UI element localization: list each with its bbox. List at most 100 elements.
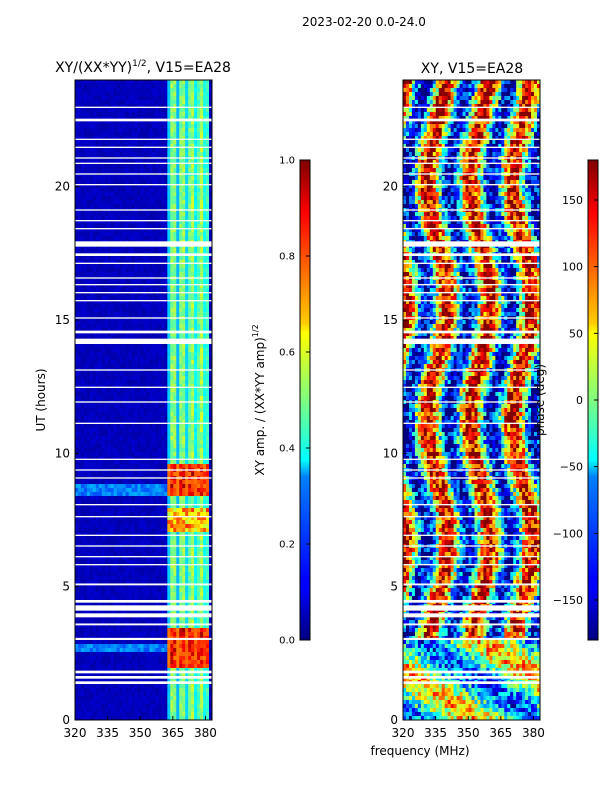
heatmap-cell	[134, 284, 138, 289]
heatmap-cell	[128, 300, 132, 305]
heatmap-cell	[164, 160, 168, 165]
heatmap-cell	[116, 192, 121, 197]
heatmap-cell	[119, 232, 124, 237]
heatmap-cell	[80, 328, 85, 333]
heatmap-cell	[191, 432, 195, 437]
heatmap-cell	[197, 436, 201, 441]
heatmap-cell	[107, 168, 112, 173]
heatmap-cell	[75, 328, 79, 333]
heatmap-cell	[134, 384, 138, 389]
heatmap-cell	[83, 152, 88, 157]
heatmap-cell	[83, 168, 88, 173]
heatmap-cell	[185, 168, 189, 173]
heatmap-cell	[116, 200, 121, 205]
heatmap-cell	[194, 124, 198, 129]
heatmap-cell	[182, 408, 186, 413]
heatmap-cell	[206, 152, 210, 157]
heatmap-cell	[110, 480, 115, 485]
heatmap-cell	[209, 268, 213, 273]
heatmap-cell	[185, 412, 189, 417]
heatmap-cell	[197, 416, 201, 421]
heatmap-cell	[185, 108, 189, 113]
heatmap-cell	[167, 396, 171, 401]
heatmap-cell	[122, 248, 127, 253]
heatmap-cell	[86, 488, 91, 493]
heatmap-cell	[101, 440, 106, 445]
heatmap-cell	[101, 120, 106, 125]
heatmap-cell	[131, 80, 135, 85]
heatmap-cell	[134, 84, 138, 89]
heatmap-cell	[137, 364, 141, 369]
heatmap-cell	[155, 196, 159, 201]
heatmap-cell	[104, 120, 109, 125]
heatmap-cell	[197, 412, 201, 417]
heatmap-cell	[176, 452, 180, 457]
heatmap-cell	[122, 80, 127, 85]
heatmap-cell	[158, 504, 162, 509]
heatmap-cell	[209, 372, 213, 377]
heatmap-cell	[89, 152, 94, 157]
heatmap-cell	[191, 324, 195, 329]
heatmap-cell	[143, 448, 147, 453]
heatmap-cell	[77, 332, 82, 337]
heatmap-cell	[194, 428, 198, 433]
heatmap-cell	[107, 420, 112, 425]
heatmap-cell	[128, 440, 132, 445]
heatmap-cell	[125, 420, 130, 425]
heatmap-cell	[140, 200, 144, 205]
heatmap-cell	[149, 488, 153, 493]
heatmap-cell	[176, 280, 180, 285]
heatmap-cell	[164, 212, 168, 217]
heatmap-cell	[185, 92, 189, 97]
heatmap-cell	[125, 480, 130, 485]
heatmap-cell	[206, 200, 210, 205]
heatmap-cell	[149, 440, 153, 445]
heatmap-cell	[131, 192, 135, 197]
heatmap-cell	[107, 204, 112, 209]
heatmap-cell	[167, 448, 171, 453]
heatmap-cell	[158, 328, 162, 333]
heatmap-cell	[194, 380, 198, 385]
heatmap-cell	[134, 268, 138, 273]
heatmap-cell	[206, 336, 210, 341]
heatmap-cell	[122, 308, 127, 313]
heatmap-cell	[77, 380, 82, 385]
heatmap-cell	[75, 152, 79, 157]
heatmap-cell	[92, 160, 97, 165]
heatmap-cell	[83, 104, 88, 109]
heatmap-cell	[98, 180, 103, 185]
heatmap-cell	[170, 200, 174, 205]
heatmap-cell	[191, 456, 195, 461]
heatmap-cell	[194, 452, 198, 457]
heatmap-cell	[128, 272, 132, 277]
heatmap-cell	[194, 176, 198, 181]
heatmap-cell	[95, 268, 100, 273]
heatmap-cell	[164, 104, 168, 109]
heatmap-cell	[80, 176, 85, 181]
heatmap-cell	[170, 396, 174, 401]
heatmap-cell	[197, 300, 201, 305]
heatmap-cell	[107, 320, 112, 325]
heatmap-cell	[146, 284, 150, 289]
heatmap-cell	[140, 332, 144, 337]
heatmap-cell	[176, 148, 180, 153]
heatmap-cell	[86, 444, 91, 449]
heatmap-cell	[167, 380, 171, 385]
heatmap-cell	[146, 492, 150, 497]
heatmap-cell	[158, 300, 162, 305]
heatmap-cell	[83, 396, 88, 401]
heatmap-cell	[86, 204, 91, 209]
heatmap-cell	[89, 80, 94, 85]
heatmap-cell	[134, 424, 138, 429]
heatmap-cell	[164, 236, 168, 241]
heatmap-cell	[83, 136, 88, 141]
heatmap-cell	[77, 136, 82, 141]
heatmap-cell	[110, 120, 115, 125]
heatmap-cell	[110, 88, 115, 93]
heatmap-cell	[128, 396, 132, 401]
heatmap-cell	[191, 228, 195, 233]
heatmap-cell	[209, 200, 213, 205]
heatmap-cell	[131, 428, 135, 433]
heatmap-cell	[83, 352, 88, 357]
heatmap-cell	[152, 268, 156, 273]
